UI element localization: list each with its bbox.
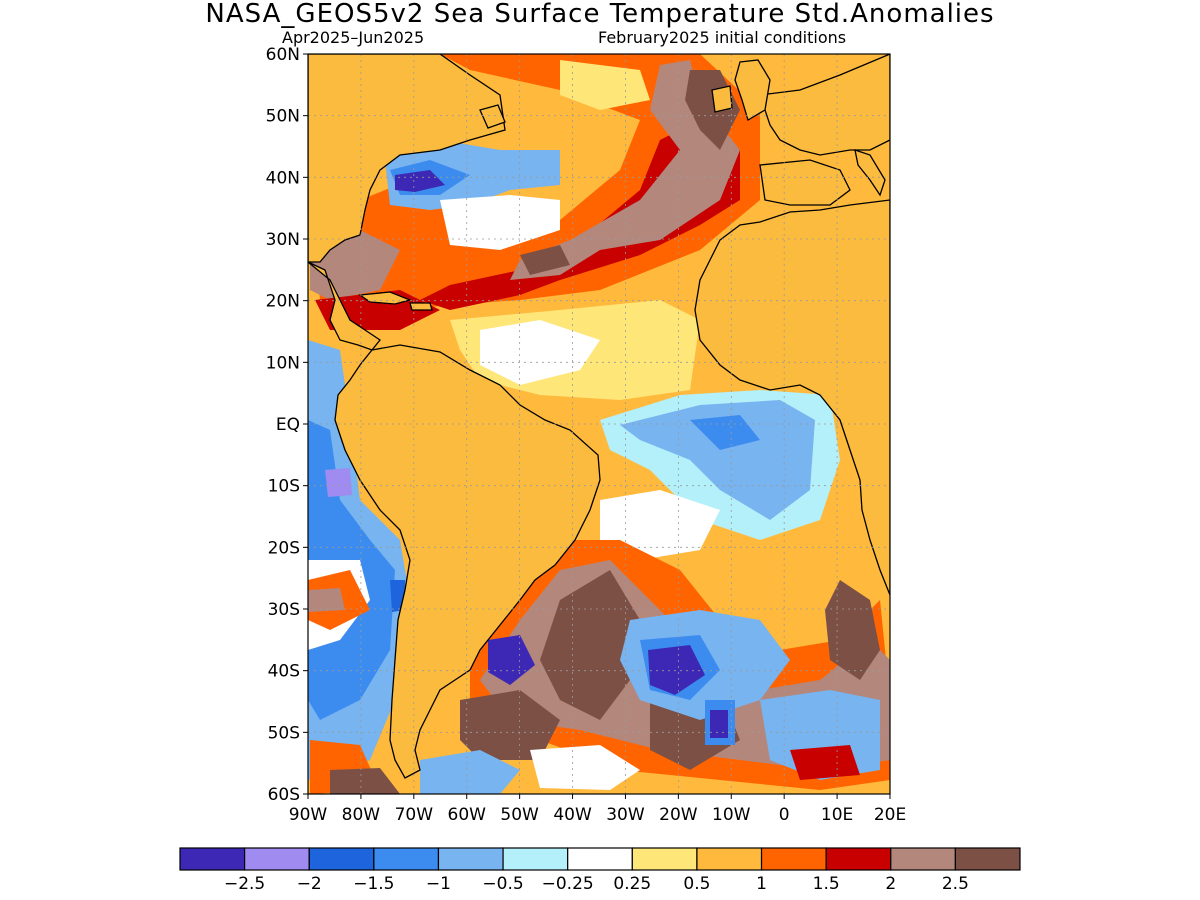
colorbar-label: −2.5 bbox=[224, 874, 265, 894]
newfoundland bbox=[479, 104, 506, 129]
colorbar-swatch bbox=[437, 847, 504, 871]
north-america bbox=[308, 54, 506, 263]
lon-tick-label: 40W bbox=[553, 805, 592, 825]
gridlines bbox=[308, 54, 890, 794]
colorbar-label: 2 bbox=[885, 874, 896, 894]
anomaly-region bbox=[510, 60, 740, 280]
lat-tick-label: 40S bbox=[268, 662, 300, 682]
lon-tick-label: 90W bbox=[289, 805, 328, 825]
british-isles bbox=[734, 59, 771, 121]
colorbar-swatch bbox=[825, 847, 892, 871]
lon-tick-label: 0 bbox=[779, 805, 790, 825]
colorbar: −2.5 −2 −1.5 −1 −0.5 −0.25 0.25 0.5 1 1.5 2 2.5 bbox=[179, 847, 1021, 894]
lat-tick-label: 10N bbox=[266, 353, 300, 373]
colorbar-label: 1.5 bbox=[813, 874, 840, 894]
colorbar-swatch bbox=[631, 847, 698, 871]
colorbar-label: 0.5 bbox=[683, 874, 710, 894]
lon-tick-label: 10E bbox=[821, 805, 853, 825]
lon-tick-label: 70W bbox=[395, 805, 434, 825]
europe bbox=[759, 54, 890, 156]
anomaly-region bbox=[330, 768, 400, 794]
initial-conditions: February2025 initial conditions bbox=[598, 28, 847, 47]
anomaly-region bbox=[710, 710, 728, 738]
colorbar-swatch bbox=[179, 847, 246, 871]
lon-tick-label: 20E bbox=[874, 805, 906, 825]
anomaly-region bbox=[530, 745, 640, 790]
anomaly-region bbox=[540, 570, 640, 720]
colorbar-swatch bbox=[890, 847, 956, 871]
anomaly-region bbox=[420, 750, 520, 794]
ireland bbox=[711, 85, 733, 113]
iberia bbox=[759, 159, 851, 206]
lon-tick-label: 10W bbox=[712, 805, 751, 825]
anomaly-region bbox=[600, 490, 720, 560]
anomaly-region bbox=[420, 120, 740, 310]
anomaly-region bbox=[825, 580, 880, 680]
plot-area bbox=[308, 54, 890, 794]
anomaly-region bbox=[648, 645, 705, 695]
colorbar-label: −1.5 bbox=[353, 874, 394, 894]
land-masses bbox=[308, 54, 890, 779]
latitude-axis: 60N 50N 40N 30N 20N 10N EQ 10S 20S 30S 40S 50S 60S bbox=[266, 45, 308, 805]
anomaly-region bbox=[440, 195, 560, 250]
lon-tick-label: 30W bbox=[606, 805, 645, 825]
lon-tick-label: 20W bbox=[659, 805, 698, 825]
anomaly-region bbox=[308, 588, 345, 612]
colorbar-swatch bbox=[373, 847, 440, 871]
lat-tick-label: EQ bbox=[276, 415, 300, 435]
colorbar-swatch bbox=[954, 847, 1021, 871]
colorbar-label: 2.5 bbox=[942, 874, 969, 894]
lat-tick-label: 60N bbox=[266, 45, 300, 65]
colorbar-label: −0.25 bbox=[542, 874, 594, 894]
anomaly-region bbox=[520, 245, 570, 275]
anomaly-region bbox=[790, 745, 860, 780]
colorbar-swatch bbox=[502, 847, 569, 871]
italy bbox=[854, 149, 886, 197]
lat-tick-label: 10S bbox=[268, 477, 300, 497]
lat-tick-label: 40N bbox=[266, 168, 300, 188]
anomaly-region bbox=[480, 320, 600, 385]
lat-tick-label: 60S bbox=[268, 785, 300, 805]
colorbar-swatch bbox=[760, 847, 827, 871]
longitude-axis: 90W 80W 70W 60W 50W 40W 30W 20W 10W 0 10E 20E bbox=[289, 794, 906, 825]
south-america bbox=[334, 344, 601, 779]
colorbar-label: −0.5 bbox=[482, 874, 523, 894]
africa bbox=[694, 199, 890, 596]
lon-tick-label: 80W bbox=[342, 805, 381, 825]
anomaly-region bbox=[460, 690, 560, 760]
lon-tick-label: 60W bbox=[448, 805, 487, 825]
anomaly-region bbox=[488, 635, 535, 685]
colorbar-label: −1 bbox=[426, 874, 451, 894]
lat-tick-label: 30N bbox=[266, 230, 300, 250]
hispaniola-island bbox=[409, 302, 433, 311]
lon-tick-label: 50W bbox=[500, 805, 539, 825]
anomaly-region bbox=[395, 170, 445, 192]
colorbar-swatch bbox=[567, 847, 633, 871]
forecast-period: Apr2025–Jun2025 bbox=[282, 28, 425, 47]
anomaly-region bbox=[315, 54, 760, 320]
lat-tick-label: 20N bbox=[266, 292, 300, 312]
anomaly-region bbox=[560, 60, 650, 110]
map-title: NASA_GEOS5v2 Sea Surface Temperature Std… bbox=[205, 0, 995, 29]
lat-tick-label: 30S bbox=[268, 600, 300, 620]
lat-tick-label: 50S bbox=[268, 723, 300, 743]
anomaly-region bbox=[690, 415, 760, 450]
anomaly-region bbox=[325, 468, 352, 497]
colorbar-label: −2 bbox=[297, 874, 322, 894]
colorbar-swatch bbox=[244, 847, 310, 871]
anomaly-region bbox=[620, 400, 815, 520]
colorbar-swatch bbox=[696, 847, 763, 871]
colorbar-swatch bbox=[308, 847, 375, 871]
lat-tick-label: 20S bbox=[268, 538, 300, 558]
colorbar-label: 1 bbox=[756, 874, 767, 894]
lat-tick-label: 50N bbox=[266, 107, 300, 127]
colorbar-label: 0.25 bbox=[613, 874, 651, 894]
